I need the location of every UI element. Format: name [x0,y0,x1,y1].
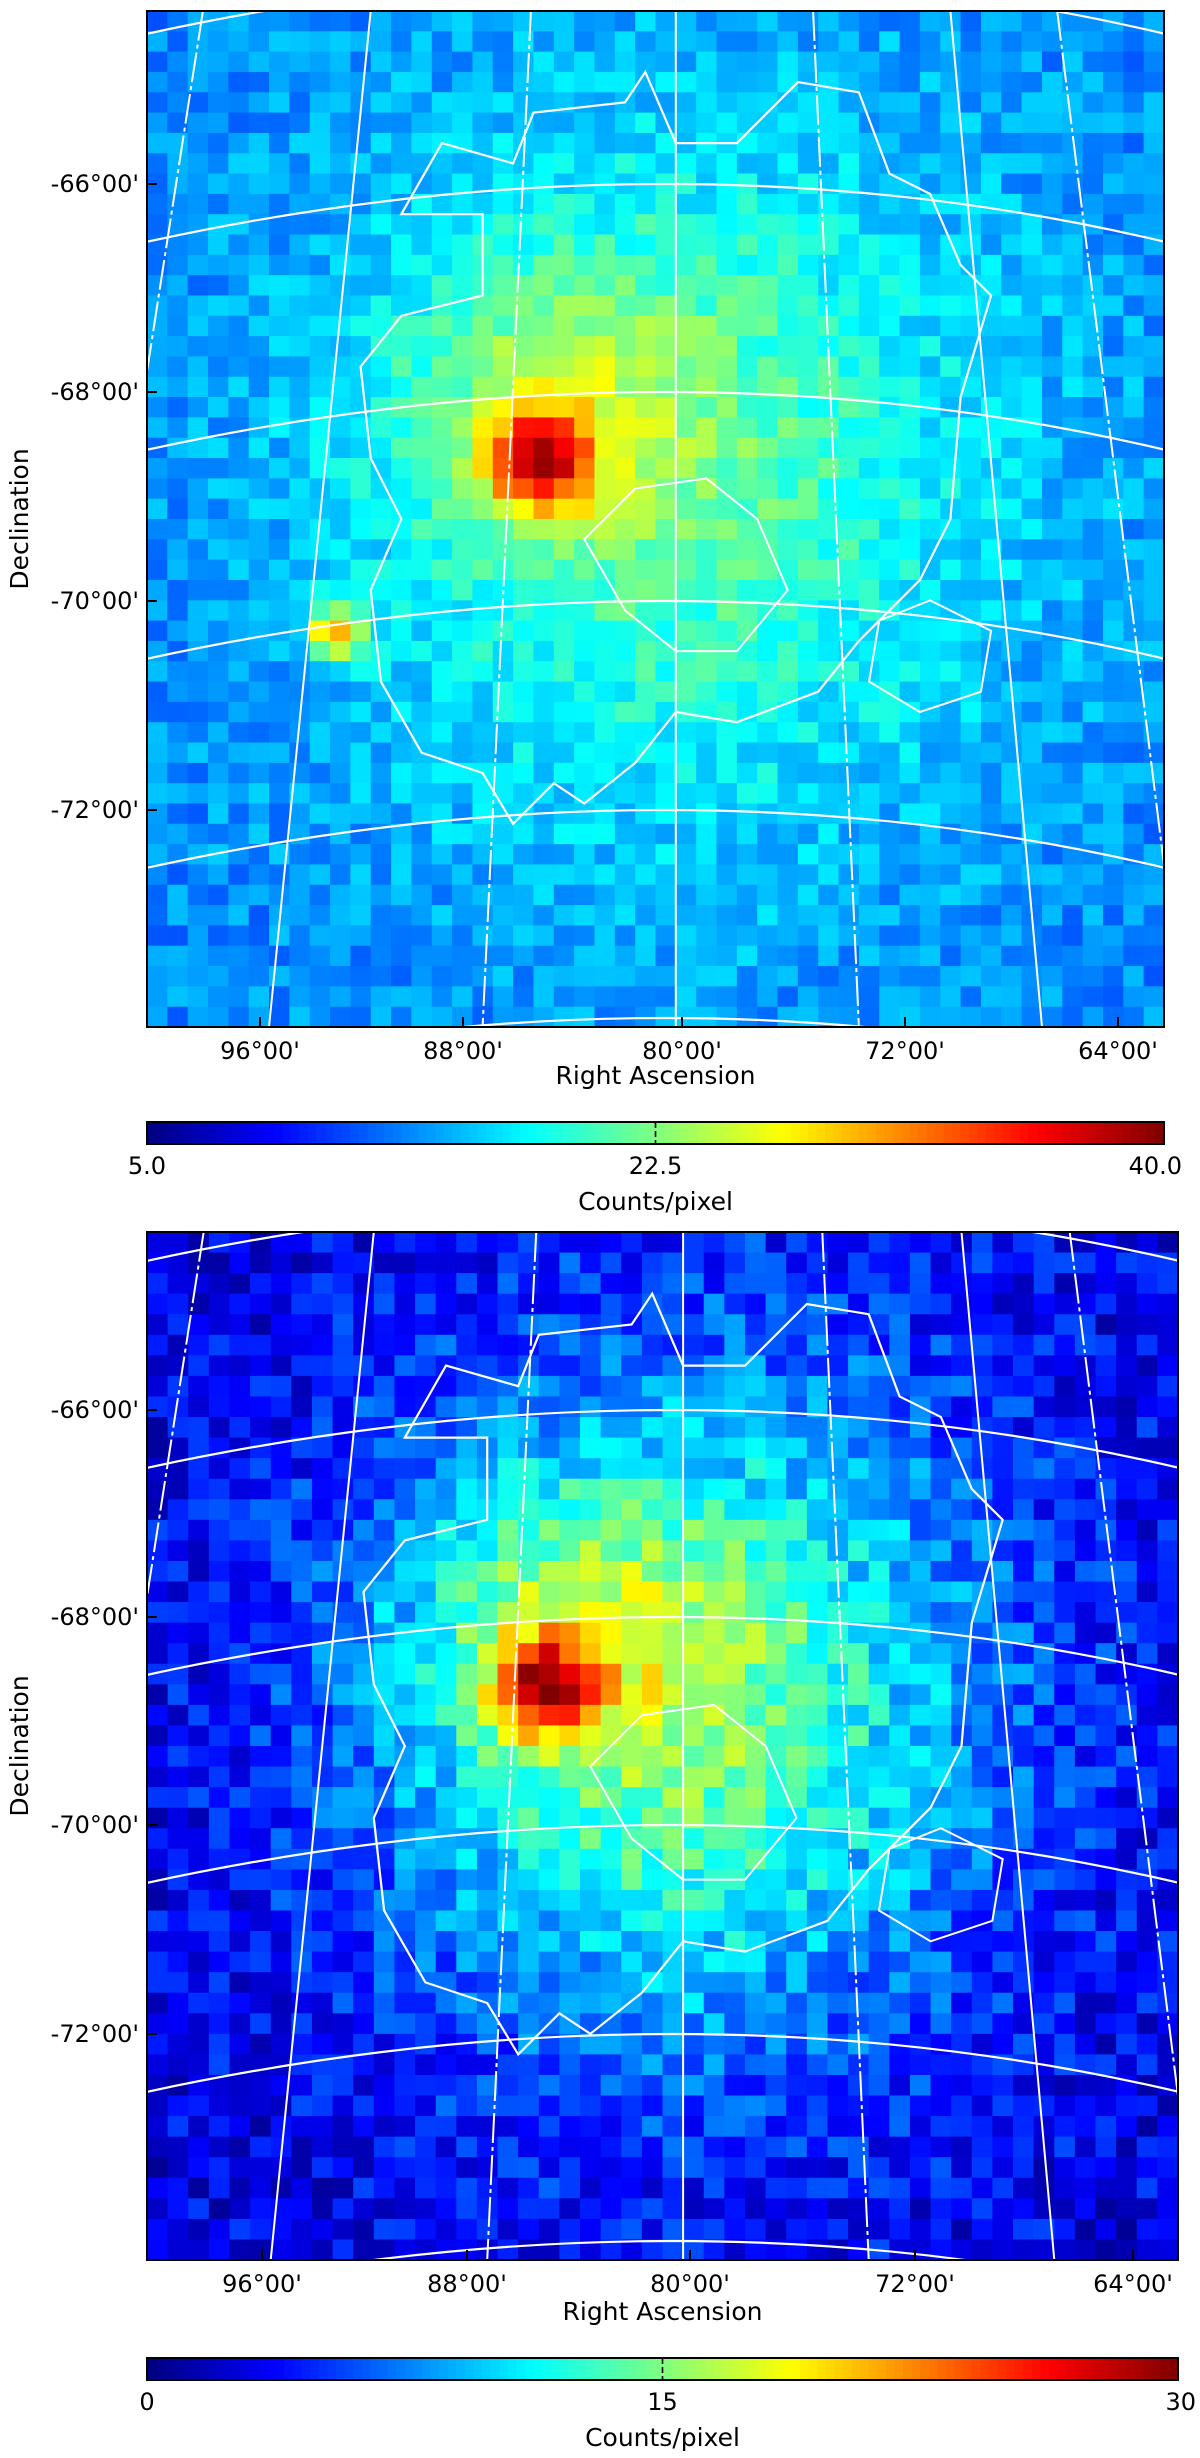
east-contour [877,1827,1004,1943]
colorbar-label: Counts/pixel [578,1187,733,1216]
inner-contour [589,1703,798,1881]
emission-contour [359,69,993,826]
plot-frame [146,1231,1179,2261]
colorbar-tick-label: 0 [139,2388,154,2416]
x-tick-label: 88°00' [423,1037,503,1065]
colorbar: 5.0 22.5 40.0 Counts/pixel [128,1121,1182,1216]
y-tick-label: -72°00' [51,796,139,824]
y-tick-label: -66°00' [51,1396,139,1424]
inner-contour [583,477,789,653]
x-tick-label: 64°00' [1078,1037,1158,1065]
x-tick-label: 72°00' [875,2270,955,2298]
colorbar-tick-label: 30 [1165,2388,1196,2416]
bottom-panel-svg: -66°00' -68°00' -70°00' -72°00' 96°00' 88°00'… [5,1231,1196,2452]
x-tick-label: 64°00' [1093,2270,1173,2298]
x-tick-label: 80°00' [650,2270,730,2298]
coordinate-grid [147,1232,1178,2260]
heatmap-1 [147,11,1164,1027]
y-tick-label: -70°00' [51,587,139,615]
y-tick-label: -70°00' [51,1811,139,1839]
colorbar-tick-label: 40.0 [1129,1152,1182,1180]
plot-frame [146,10,1165,1028]
y-tick-label: -66°00' [51,170,139,198]
x-tick-label: 80°00' [642,1037,722,1065]
top-panel-svg: -66°00' -68°00' -70°00' -72°00' 96°00' 88°00'… [5,10,1182,1216]
emission-contour [362,1291,1004,2057]
x-tick-label: 96°00' [222,2270,302,2298]
y-axis-label: Declination [5,448,34,589]
x-axis-label: Right Ascension [563,2297,763,2326]
heatmap-2 [147,1232,1178,2260]
colorbar-tick-label: 15 [647,2388,678,2416]
bottom-panel: -66°00' -68°00' -70°00' -72°00' 96°00' 88°00'… [0,1220,1200,2458]
top-panel: -66°00' -68°00' -70°00' -72°00' 96°00' 88°00'… [0,0,1200,1220]
colorbar-label: Counts/pixel [585,2423,740,2452]
x-tick-label: 88°00' [427,2270,507,2298]
y-axis-label: Declination [5,1675,34,1816]
y-tick-label: -68°00' [51,1603,139,1631]
y-tick-label: -72°00' [51,2020,139,2048]
east-contour [868,599,993,714]
x-tick-label: 96°00' [220,1037,300,1065]
colorbar: 0 15 30 Counts/pixel [139,2357,1196,2452]
colorbar-tick-label: 22.5 [629,1152,682,1180]
x-axis-label: Right Ascension [556,1061,756,1090]
x-tick-label: 72°00' [865,1037,945,1065]
colorbar-tick-label: 5.0 [128,1152,166,1180]
y-tick-label: -68°00' [51,378,139,406]
